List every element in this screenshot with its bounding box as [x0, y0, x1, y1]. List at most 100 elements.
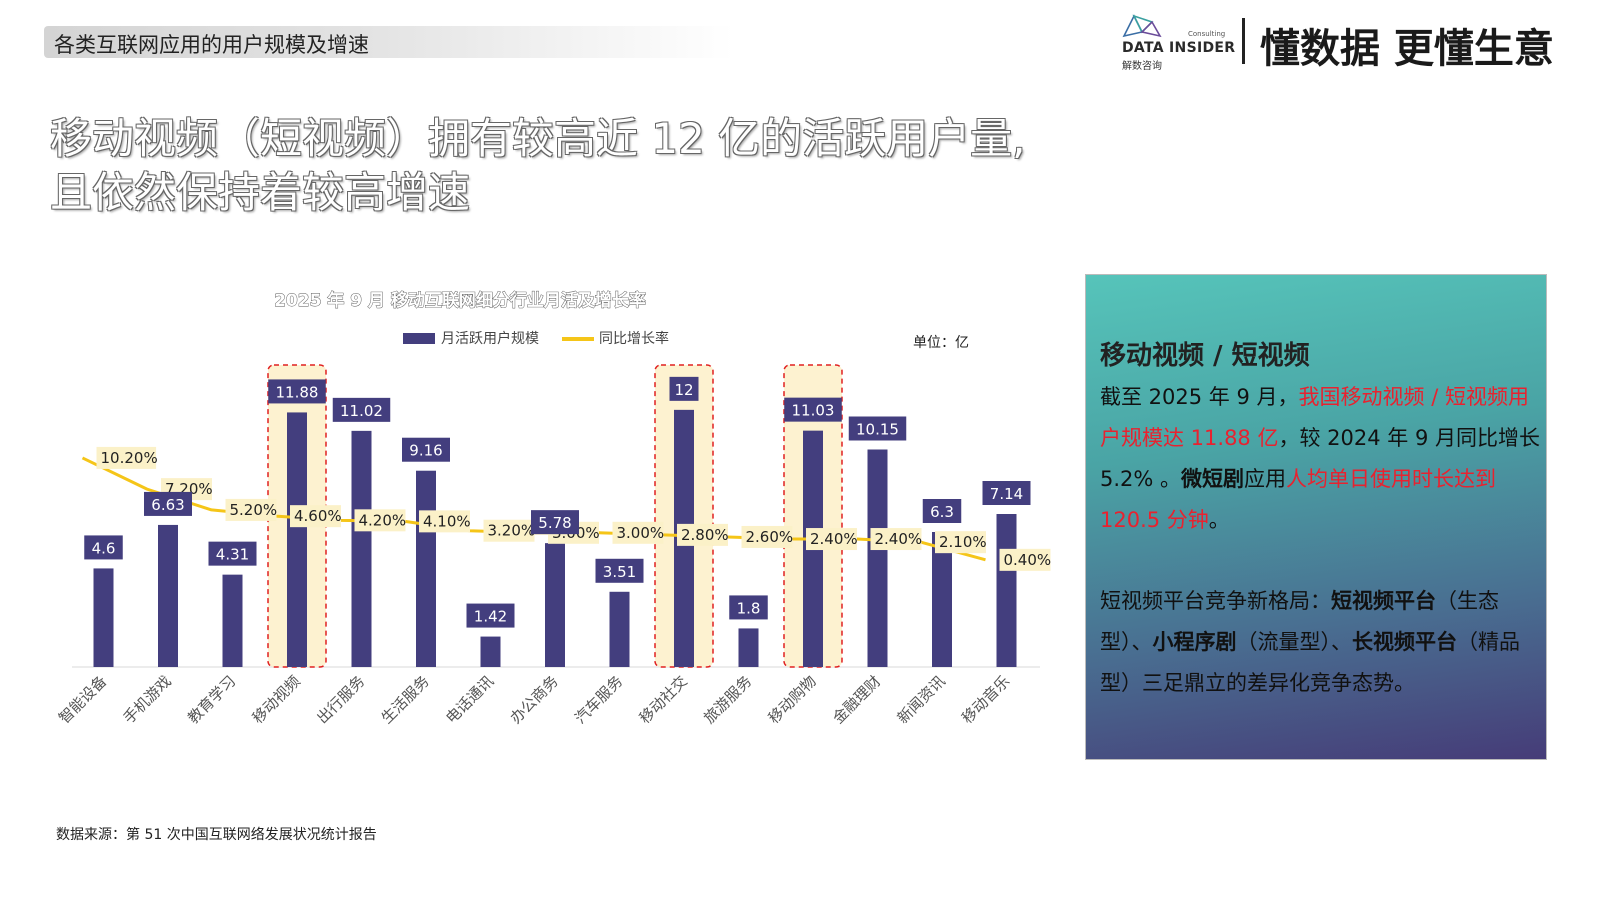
line-label-text-10: 2.60% [746, 528, 794, 546]
line-label-bg-6 [483, 519, 535, 542]
bar-label-bg-2 [208, 541, 257, 566]
bar-label-11: 11.03 [784, 397, 842, 422]
bar-label-bg-12 [848, 416, 907, 441]
x-tick-12: 金融理财 [829, 672, 884, 727]
line-label-bg-14 [999, 548, 1051, 571]
p2-bold-mini-drama: 小程序剧 [1152, 630, 1237, 654]
line-label-bg-2 [225, 498, 277, 521]
line-label-bg-13 [935, 531, 986, 554]
bar-0 [93, 568, 114, 667]
bar-label-text-14: 7.14 [990, 485, 1023, 503]
bar-label-7: 5.78 [531, 510, 579, 535]
bar-label-text-4: 11.02 [340, 402, 383, 420]
line-label-text-4: 4.20% [359, 511, 407, 529]
bar-label-bg-8 [595, 558, 644, 583]
p2-text-a: 短视频平台竞争新格局： [1100, 589, 1331, 613]
line-label-text-13: 2.10% [939, 533, 987, 551]
line-label-11: 2.40% [806, 528, 858, 551]
bar-label-0: 4.6 [84, 535, 123, 560]
bar-label-text-10: 1.8 [737, 599, 761, 617]
bar-label-13: 6.3 [922, 499, 962, 523]
section-title: 各类互联网应用的用户规模及增速 [54, 33, 369, 57]
brand-logo: Consulting DATA INSIDER 解数咨询 [1122, 14, 1235, 72]
bar-4 [351, 430, 372, 667]
x-tick-6: 电话通讯 [442, 672, 497, 727]
bar-label-text-8: 3.51 [603, 563, 636, 581]
bar-label-bg-3 [268, 379, 326, 404]
line-label-13: 2.10% [935, 531, 987, 554]
line-label-9: 2.80% [677, 523, 729, 546]
line-label-text-11: 2.40% [810, 530, 858, 548]
slogan: 懂数据 更懂生意 [1260, 26, 1554, 72]
line-label-bg-4 [354, 509, 406, 532]
x-tick-11: 移动购物 [765, 672, 820, 727]
line-label-bg-9 [677, 523, 728, 546]
line-label-text-0: 10.20% [101, 449, 158, 467]
x-tick-4: 出行服务 [313, 672, 368, 727]
line-label-3: 4.60% [290, 505, 342, 528]
p2-bold-short-video: 短视频平台 [1331, 589, 1436, 613]
line-label-bg-8 [612, 521, 664, 544]
bar-label-text-11: 11.03 [792, 402, 835, 420]
line-label-4: 4.20% [354, 509, 407, 532]
x-tick-14: 移动音乐 [958, 672, 1013, 727]
bar-label-bg-11 [784, 397, 842, 422]
line-label-bg-12 [870, 528, 922, 551]
bar-label-bg-0 [84, 535, 123, 560]
p2-bold-long-video: 长视频平台 [1352, 630, 1457, 654]
bar-label-2: 4.31 [208, 541, 257, 566]
bar-label-bg-6 [466, 603, 515, 628]
bar-label-bg-14 [982, 481, 1031, 505]
bar-label-14: 7.14 [982, 481, 1031, 505]
p2-text-e: （流量型）、 [1236, 630, 1353, 654]
p1-highlight-scale: 我国移动视频 / 短视频用户规模达 11.88 亿 [1100, 385, 1529, 450]
panel-title: 移动视频 / 短视频 [1100, 341, 1310, 371]
legend-label-line: 同比增长率 [599, 330, 669, 347]
x-tick-3: 移动视频 [249, 672, 304, 727]
logo-brand-text: DATA INSIDER [1122, 40, 1236, 56]
line-label-14: 0.40% [999, 548, 1051, 571]
line-label-text-3: 4.60% [294, 507, 342, 525]
bar-14 [996, 514, 1017, 667]
p1-text-a: 截至 2025 年 9 月， [1100, 385, 1299, 409]
bar-label-bg-4 [332, 397, 391, 422]
bar-label-5: 9.16 [402, 437, 450, 462]
bar-label-text-7: 5.78 [538, 514, 571, 532]
line-label-0: 10.20% [96, 446, 158, 469]
bar-label-1: 6.63 [144, 491, 192, 516]
bar-label-12: 10.15 [848, 416, 907, 441]
brand-logo-icon [1122, 14, 1162, 38]
x-tick-0: 智能设备 [55, 672, 110, 727]
bar-label-bg-5 [402, 437, 450, 462]
line-label-text-6: 3.20% [488, 522, 536, 540]
bar-13 [932, 532, 952, 667]
line-label-text-2: 5.20% [230, 501, 278, 519]
bar-label-bg-13 [922, 499, 962, 523]
bar-label-bg-9 [669, 376, 699, 401]
line-label-text-5: 4.10% [423, 512, 471, 530]
line-label-2: 5.20% [225, 498, 278, 521]
bar-3 [287, 412, 307, 667]
x-tick-8: 汽车服务 [571, 672, 626, 727]
x-tick-13: 新闻资讯 [894, 672, 949, 727]
bar-label-8: 3.51 [595, 558, 644, 583]
line-label-10: 2.60% [741, 525, 794, 548]
bar-label-10: 1.8 [729, 595, 768, 620]
header-divider [1242, 18, 1245, 64]
line-label-bg-0 [96, 446, 157, 469]
bar-label-text-5: 9.16 [409, 442, 442, 460]
logo-consulting-text: Consulting [1188, 30, 1226, 38]
bar-2 [222, 574, 243, 667]
bar-label-text-12: 10.15 [856, 421, 899, 439]
bar-label-text-1: 6.63 [151, 496, 184, 514]
p1-text-g: 。 [1208, 508, 1230, 532]
bar-label-bg-10 [729, 595, 768, 620]
p2-text-g: （精品型）三足鼎立的差异化竞争态势。 [1100, 630, 1520, 695]
bar-label-bg-7 [531, 510, 579, 535]
bar-label-text-2: 4.31 [216, 546, 249, 564]
x-tick-2: 教育学习 [184, 672, 239, 727]
bar-label-6: 1.42 [466, 603, 515, 628]
bar-1 [158, 524, 178, 667]
line-label-6: 3.20% [483, 519, 536, 542]
bar-6 [480, 636, 501, 667]
